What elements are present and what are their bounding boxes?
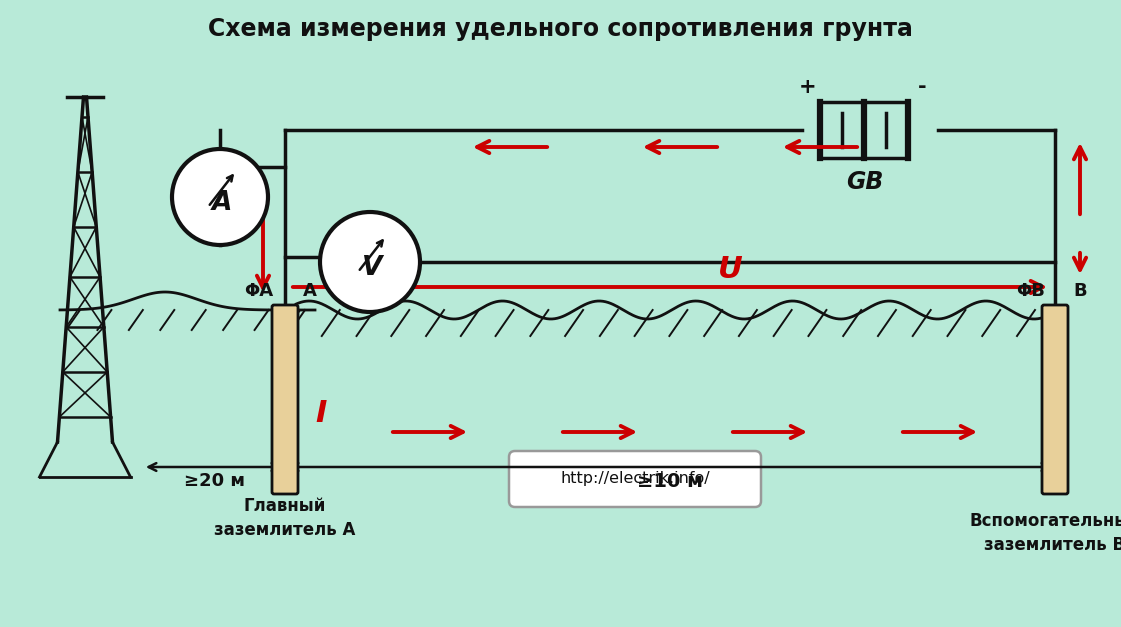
- Text: Вспомогательный
заземлитель B: Вспомогательный заземлитель B: [969, 512, 1121, 554]
- Text: ΦB: ΦB: [1016, 282, 1045, 300]
- Text: I: I: [315, 399, 326, 428]
- Text: B: B: [1073, 282, 1086, 300]
- Circle shape: [172, 149, 268, 245]
- FancyBboxPatch shape: [509, 451, 761, 507]
- Text: ≥10 м: ≥10 м: [637, 472, 703, 491]
- Text: U: U: [717, 255, 742, 283]
- FancyBboxPatch shape: [1043, 305, 1068, 494]
- Text: ΦA: ΦA: [244, 282, 274, 300]
- Text: -: -: [918, 77, 926, 97]
- Text: Главный
заземлитель A: Главный заземлитель A: [214, 497, 355, 539]
- Text: A: A: [303, 282, 317, 300]
- FancyBboxPatch shape: [272, 305, 298, 494]
- Text: GB: GB: [846, 170, 883, 194]
- Text: +: +: [799, 77, 817, 97]
- Text: A: A: [212, 190, 232, 216]
- Text: Схема измерения удельного сопротивления грунта: Схема измерения удельного сопротивления …: [207, 17, 912, 41]
- Text: ≥20 м: ≥20 м: [184, 472, 244, 490]
- Text: http://electrik.info/: http://electrik.info/: [560, 472, 710, 487]
- Text: V: V: [362, 255, 382, 281]
- Circle shape: [319, 212, 420, 312]
